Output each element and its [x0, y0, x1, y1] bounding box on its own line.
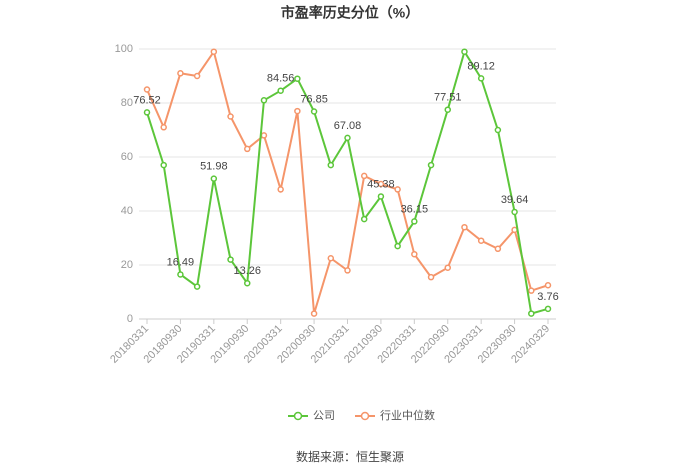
- point: [528, 310, 535, 317]
- point: [427, 273, 435, 281]
- legend-label: 行业中位数: [380, 408, 435, 422]
- point: [260, 132, 268, 139]
- data-label: 77.51: [434, 92, 462, 104]
- point: [193, 72, 201, 80]
- data-label: 36.15: [401, 203, 429, 215]
- data-label: 76.85: [300, 93, 328, 105]
- data-label: 51.98: [200, 161, 228, 173]
- legend-label: 公司: [313, 410, 335, 422]
- data-label: 67.08: [334, 120, 362, 132]
- point: [177, 271, 184, 278]
- point: [344, 267, 351, 274]
- point: [260, 97, 268, 104]
- data-label: 13.26: [233, 265, 261, 277]
- point: [310, 310, 318, 317]
- point: [394, 186, 401, 193]
- source: 数据来源：恒生聚源: [296, 449, 404, 464]
- point: [327, 255, 335, 262]
- y-tick-label: 60: [121, 151, 133, 163]
- point: [244, 279, 251, 287]
- point: [461, 48, 468, 55]
- point: [210, 175, 218, 182]
- point: [143, 109, 151, 116]
- point: [377, 180, 385, 188]
- point: [327, 161, 335, 169]
- series-line: [146, 49, 549, 314]
- legend-marker: [360, 411, 370, 421]
- legend-marker: [293, 411, 303, 421]
- point: [177, 70, 184, 77]
- y-tick-label: 80: [121, 97, 133, 109]
- point: [160, 161, 167, 169]
- point: [444, 106, 451, 113]
- data-label: 3.76: [537, 291, 558, 303]
- y-tick-label: 100: [115, 43, 133, 55]
- point: [193, 283, 201, 290]
- series-line: [146, 49, 549, 315]
- point: [360, 172, 368, 180]
- point: [360, 215, 368, 223]
- point: [227, 113, 234, 120]
- point: [294, 75, 301, 82]
- point: [544, 282, 552, 289]
- point: [528, 287, 535, 294]
- data-label: 89.12: [467, 60, 495, 72]
- point: [394, 242, 401, 250]
- data-label: 39.64: [501, 194, 529, 206]
- data-label: 16.49: [167, 256, 195, 268]
- y-tick-label: 20: [121, 259, 133, 271]
- data-label: 76.52: [133, 94, 161, 106]
- point: [477, 75, 485, 82]
- point: [244, 145, 251, 153]
- data-label: 45.38: [367, 178, 395, 190]
- point: [494, 245, 502, 253]
- point: [344, 134, 351, 142]
- point: [210, 48, 218, 55]
- point: [511, 208, 518, 216]
- point: [411, 218, 418, 225]
- point: [411, 250, 418, 258]
- point: [277, 186, 284, 193]
- point: [310, 108, 318, 115]
- data-label: 84.56: [267, 73, 295, 85]
- point: [544, 305, 552, 313]
- point: [277, 87, 284, 94]
- chart-title: 市盈率历史分位（%）: [281, 5, 419, 21]
- point: [227, 256, 234, 263]
- point: [160, 124, 167, 131]
- y-tick-label: 0: [127, 313, 133, 325]
- y-tick-label: 40: [121, 205, 133, 217]
- point: [494, 126, 502, 134]
- point: [377, 193, 385, 200]
- point: [461, 223, 468, 231]
- point: [294, 107, 301, 115]
- point: [444, 264, 451, 271]
- point: [143, 86, 151, 93]
- point: [427, 161, 435, 169]
- point: [477, 237, 485, 244]
